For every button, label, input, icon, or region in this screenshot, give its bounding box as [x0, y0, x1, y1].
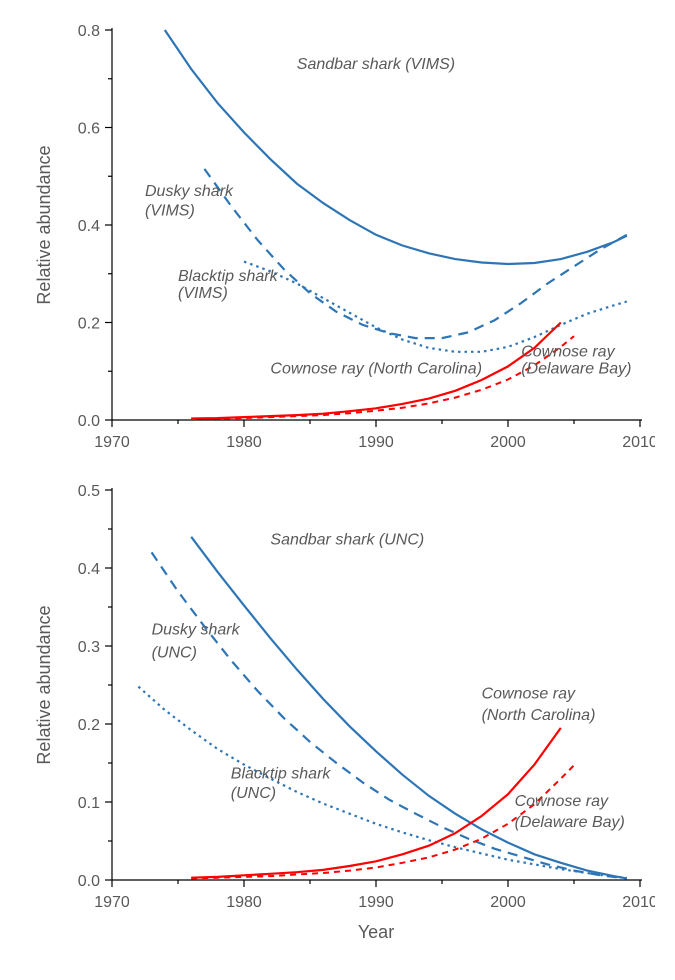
label2-cownose-db-top: (Delaware Bay) — [521, 361, 631, 378]
y-axis-title: Relative abundance — [34, 605, 54, 764]
svg-text:0.5: 0.5 — [78, 483, 100, 500]
x-axis-title: Year — [358, 922, 394, 942]
label2-blacktip-unc: (UNC) — [231, 785, 276, 802]
label-blacktip-vims: Blacktip shark — [178, 268, 279, 285]
label-cownose-nc-bot: Cownose ray — [482, 685, 576, 702]
svg-text:2010: 2010 — [622, 894, 655, 911]
label2-cownose-nc-bot: (North Carolina) — [482, 707, 596, 724]
svg-text:1980: 1980 — [226, 434, 262, 451]
svg-text:0.3: 0.3 — [78, 639, 100, 656]
label2-dusky-vims: (VIMS) — [145, 202, 195, 219]
svg-text:2000: 2000 — [490, 434, 526, 451]
label-sandbar-vims: Sandbar shark (VIMS) — [297, 56, 455, 73]
label2-dusky-unc: (UNC) — [152, 645, 197, 662]
svg-text:2010: 2010 — [622, 434, 655, 451]
series-blacktip-vims — [244, 262, 627, 352]
svg-text:2000: 2000 — [490, 894, 526, 911]
label-cownose-nc-top: Cownose ray (North Carolina) — [270, 361, 482, 378]
label2-cownose-db-bot: (Delaware Bay) — [515, 814, 625, 831]
label2-blacktip-vims: (VIMS) — [178, 285, 228, 302]
svg-text:0.0: 0.0 — [78, 413, 100, 430]
label-sandbar-unc: Sandbar shark (UNC) — [270, 532, 424, 549]
label-cownose-db-bot: Cownose ray — [515, 793, 609, 810]
svg-text:0.1: 0.1 — [78, 795, 100, 812]
figure: 1970 1980 1990 2000 2010 0.0 0.2 0.4 0.6 0.8 Relat… — [20, 20, 655, 960]
label-dusky-vims: Dusky shark — [145, 183, 234, 200]
panel-top: 1970 1980 1990 2000 2010 0.0 0.2 0.4 0.6 0.8 Relat… — [20, 20, 655, 480]
svg-text:0.0: 0.0 — [78, 873, 100, 890]
label-dusky-unc: Dusky shark — [152, 621, 241, 638]
svg-text:1970: 1970 — [94, 434, 130, 451]
svg-text:1990: 1990 — [358, 894, 394, 911]
svg-text:0.4: 0.4 — [78, 218, 100, 235]
label-cownose-db-top: Cownose ray — [521, 344, 615, 361]
label-blacktip-unc: Blacktip shark — [231, 766, 332, 783]
svg-text:1980: 1980 — [226, 894, 262, 911]
svg-text:0.2: 0.2 — [78, 717, 100, 734]
series-dusky-vims — [204, 169, 626, 338]
svg-text:0.8: 0.8 — [78, 23, 100, 40]
svg-text:0.4: 0.4 — [78, 561, 100, 578]
svg-text:0.6: 0.6 — [78, 121, 100, 138]
svg-text:1970: 1970 — [94, 894, 130, 911]
svg-text:1990: 1990 — [358, 434, 394, 451]
panel-bottom: 1970 1980 1990 2000 2010 0.0 0.1 0.2 0.3 0.4 0.5 Re… — [20, 480, 655, 960]
y-axis-title: Relative abundance — [34, 145, 54, 304]
svg-text:0.2: 0.2 — [78, 316, 100, 333]
